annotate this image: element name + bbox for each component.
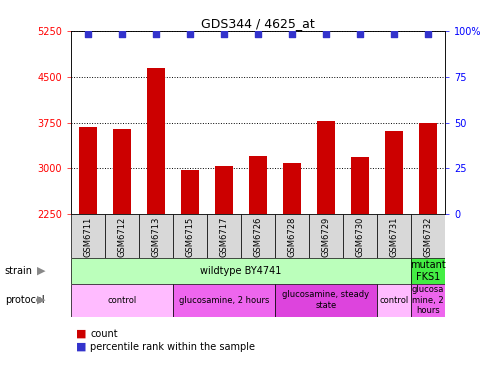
Point <box>152 31 160 37</box>
Bar <box>105 214 139 258</box>
Bar <box>112 129 131 214</box>
Point <box>287 31 295 37</box>
Point <box>118 31 125 37</box>
Bar <box>180 169 199 214</box>
Bar <box>410 284 444 317</box>
Bar <box>384 131 403 214</box>
Text: GSM6732: GSM6732 <box>423 216 431 257</box>
Text: mutant
FKS1: mutant FKS1 <box>409 260 445 282</box>
Text: wildtype BY4741: wildtype BY4741 <box>200 266 281 276</box>
Bar <box>342 214 376 258</box>
Text: ▶: ▶ <box>37 295 46 305</box>
Text: glucosamine, steady
state: glucosamine, steady state <box>282 290 369 310</box>
Bar <box>282 164 301 214</box>
Point <box>84 31 92 37</box>
Bar <box>139 214 173 258</box>
Bar <box>376 284 410 317</box>
Text: GSM6726: GSM6726 <box>253 216 262 257</box>
Bar <box>206 214 241 258</box>
Text: ▶: ▶ <box>37 266 46 276</box>
Text: GSM6729: GSM6729 <box>321 216 330 257</box>
Bar <box>146 68 165 214</box>
Bar <box>418 123 436 214</box>
Point <box>254 31 262 37</box>
Bar <box>71 214 105 258</box>
Text: GSM6711: GSM6711 <box>83 216 92 257</box>
Bar <box>79 127 97 214</box>
Bar <box>214 166 233 214</box>
Text: strain: strain <box>5 266 33 276</box>
Point <box>423 31 431 37</box>
Text: ■: ■ <box>76 329 86 339</box>
Text: GSM6713: GSM6713 <box>151 216 160 257</box>
Bar <box>316 121 335 214</box>
Title: GDS344 / 4625_at: GDS344 / 4625_at <box>201 17 314 30</box>
Text: glucosa
mine, 2
hours: glucosa mine, 2 hours <box>411 285 443 315</box>
Bar <box>410 258 444 284</box>
Text: GSM6731: GSM6731 <box>388 216 398 257</box>
Point <box>389 31 397 37</box>
Text: protocol: protocol <box>5 295 44 305</box>
Point <box>355 31 363 37</box>
Bar <box>274 214 308 258</box>
Bar <box>71 284 173 317</box>
Bar <box>308 214 342 258</box>
Text: GSM6730: GSM6730 <box>355 216 364 257</box>
Bar <box>274 284 376 317</box>
Bar <box>173 214 206 258</box>
Text: GSM6717: GSM6717 <box>219 216 228 257</box>
Bar <box>241 214 274 258</box>
Text: ■: ■ <box>76 342 86 352</box>
Text: GSM6712: GSM6712 <box>117 216 126 257</box>
Text: control: control <box>379 296 408 305</box>
Text: percentile rank within the sample: percentile rank within the sample <box>90 342 255 352</box>
Text: glucosamine, 2 hours: glucosamine, 2 hours <box>179 296 268 305</box>
Point <box>185 31 193 37</box>
Bar <box>173 284 274 317</box>
Bar <box>376 214 410 258</box>
Text: control: control <box>107 296 136 305</box>
Text: GSM6728: GSM6728 <box>287 216 296 257</box>
Bar <box>410 214 444 258</box>
Text: count: count <box>90 329 118 339</box>
Bar <box>248 156 267 214</box>
Point <box>220 31 227 37</box>
Bar <box>350 157 368 214</box>
Text: GSM6715: GSM6715 <box>185 216 194 257</box>
Point <box>322 31 329 37</box>
